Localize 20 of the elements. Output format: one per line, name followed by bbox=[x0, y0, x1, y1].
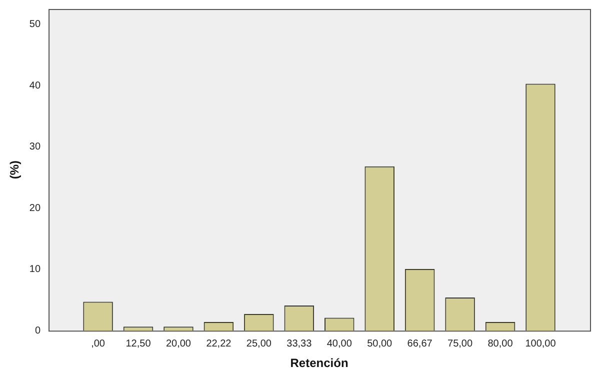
y-tick-label: 30 bbox=[29, 142, 41, 153]
x-tick-label: 100,00 bbox=[525, 338, 556, 350]
x-axis-title: Retención bbox=[290, 356, 348, 370]
x-tick-label: 75,00 bbox=[448, 338, 473, 350]
x-tick-label: 80,00 bbox=[488, 338, 514, 350]
y-axis-title: (%) bbox=[8, 160, 22, 180]
x-tick-label: 66,67 bbox=[407, 338, 433, 350]
x-tick-label: 25,00 bbox=[246, 338, 272, 350]
y-tick-label: 40 bbox=[29, 80, 41, 92]
y-tick-label: 0 bbox=[34, 325, 41, 336]
x-tick-label: 20,00 bbox=[166, 338, 192, 350]
x-tick-label: 22,22 bbox=[206, 338, 232, 350]
x-tick-label: 50,00 bbox=[367, 338, 393, 350]
y-tick-label: 20 bbox=[29, 202, 41, 214]
y-tick-label: 50 bbox=[29, 19, 41, 30]
y-tick-label: 10 bbox=[29, 264, 41, 276]
x-tick-label: 12,50 bbox=[126, 338, 152, 350]
x-tick-label: 40,00 bbox=[326, 338, 352, 350]
x-tick-label: 33,33 bbox=[286, 338, 312, 350]
x-tick-label: ,00 bbox=[91, 338, 106, 350]
